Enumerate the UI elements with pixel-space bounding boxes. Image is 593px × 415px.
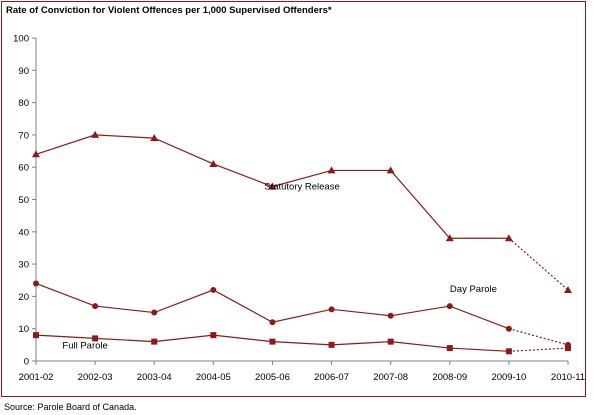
series-label: Statutory Release — [264, 182, 340, 193]
data-point — [32, 150, 40, 158]
y-tick-label: 100 — [13, 34, 29, 45]
data-point — [209, 159, 218, 167]
series-label: Day Parole — [450, 284, 497, 295]
data-point — [505, 325, 512, 332]
data-point — [446, 303, 453, 310]
y-tick-label: 40 — [18, 227, 29, 238]
data-point — [565, 345, 571, 352]
line-chart: 0 10 20 30 40 50 60 70 80 90 100 2001-02 2002-03 2003… — [13, 34, 585, 384]
data-point — [151, 309, 158, 316]
x-tick-label: 2007-08 — [373, 372, 408, 383]
y-tick-label: 90 — [18, 66, 29, 77]
data-point — [269, 338, 276, 345]
y-tick-label: 50 — [18, 195, 29, 206]
data-point — [445, 234, 454, 242]
y-tick-label: 80 — [18, 98, 29, 109]
data-point — [33, 332, 39, 339]
y-tick-label: 30 — [18, 260, 29, 271]
data-point — [150, 134, 159, 142]
data-point — [564, 285, 572, 293]
y-tick-label: 20 — [18, 292, 29, 303]
y-tick-label: 0 — [24, 357, 29, 368]
x-tick-label: 2004-05 — [196, 372, 231, 383]
y-tick-label: 70 — [18, 130, 29, 141]
chart-frame — [1, 1, 586, 397]
data-point — [387, 338, 394, 345]
data-point — [33, 280, 39, 287]
series-projection-line — [508, 347, 569, 352]
data-point — [210, 332, 217, 339]
x-tick-label: 2001-02 — [19, 372, 54, 383]
data-point — [91, 130, 100, 138]
data-point — [387, 312, 394, 319]
chart-title: Rate of Conviction for Violent Offences … — [6, 5, 332, 16]
data-point — [269, 319, 276, 326]
data-point — [386, 166, 395, 174]
data-point — [504, 234, 513, 242]
series-label: Full Parole — [62, 340, 107, 351]
y-tick-label: 60 — [18, 163, 29, 174]
x-tick-label: 2005-06 — [255, 372, 290, 383]
x-tick-label: 2006-07 — [314, 372, 349, 383]
x-tick-label: 2003-04 — [137, 372, 172, 383]
source-note: Source: Parole Board of Canada. — [4, 402, 137, 412]
data-point — [505, 348, 512, 355]
x-tick-label: 2009-10 — [491, 372, 526, 383]
data-point — [92, 303, 99, 310]
x-tick-label: 2008-09 — [432, 372, 467, 383]
data-point — [92, 335, 99, 342]
x-tick-label: 2010-11 — [551, 372, 585, 383]
x-tick-label: 2002-03 — [78, 372, 113, 383]
y-tick-label: 10 — [18, 324, 29, 335]
series-projection-line — [508, 237, 569, 291]
data-point — [327, 166, 336, 174]
data-point — [210, 286, 217, 293]
data-point — [328, 341, 335, 348]
series-projection-line — [508, 328, 569, 346]
data-point — [268, 182, 277, 190]
data-point — [446, 345, 453, 352]
data-point — [151, 338, 158, 345]
data-point — [328, 306, 335, 313]
